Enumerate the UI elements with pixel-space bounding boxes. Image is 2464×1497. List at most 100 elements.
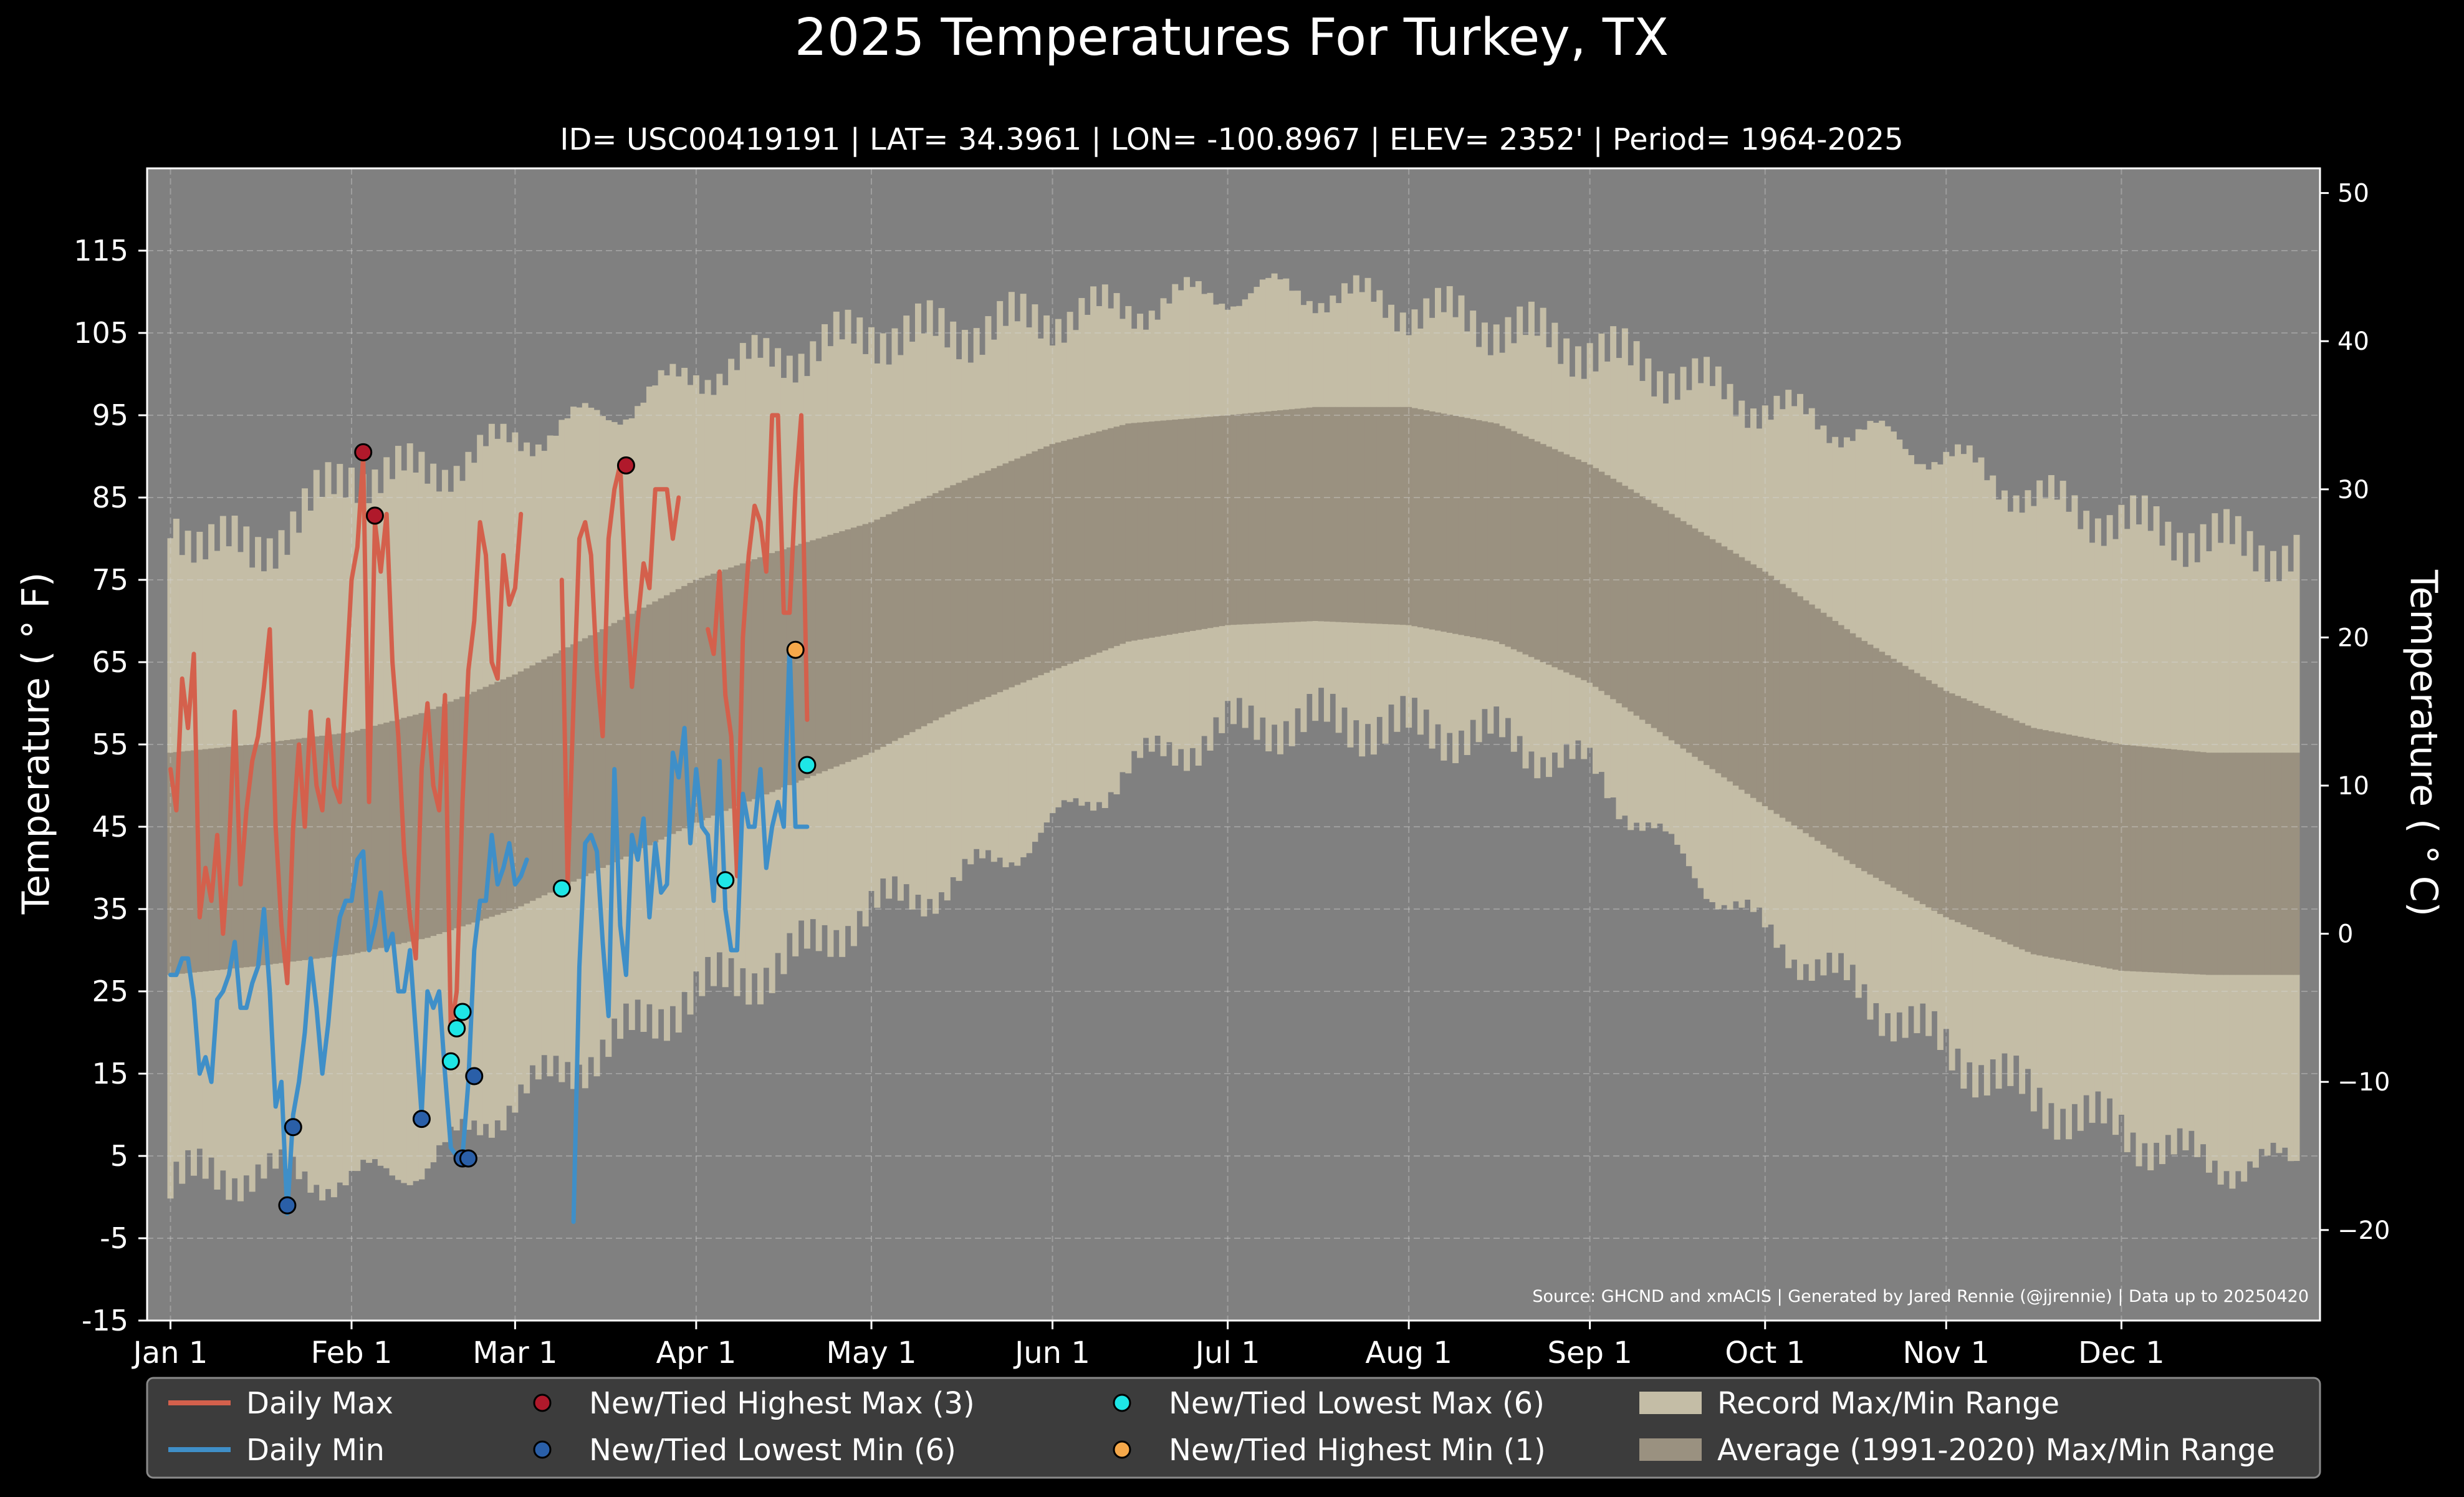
normal-range-bar — [2094, 739, 2101, 966]
normal-range-bar — [1744, 561, 1751, 794]
normal-range-bar — [1908, 669, 1915, 898]
normal-range-bar — [1931, 683, 1938, 911]
new-tied-highest-max-point — [616, 456, 635, 475]
normal-range-bar — [302, 738, 309, 960]
normal-range-bar — [658, 598, 664, 840]
normal-range-bar — [1399, 407, 1406, 625]
y-tick-label-left: -15 — [82, 1304, 128, 1337]
normal-range-bar — [2217, 753, 2224, 975]
normal-range-bar — [1575, 459, 1581, 678]
normal-range-bar — [2141, 746, 2148, 972]
normal-range-bar — [1318, 407, 1325, 622]
y-tick-label-right: −10 — [2337, 1068, 2390, 1097]
normal-range-bar — [202, 749, 209, 971]
new-tied-lowest-min-point — [412, 1110, 431, 1129]
normal-range-bar — [2112, 743, 2119, 970]
normal-range-bar — [710, 574, 717, 816]
normal-range-bar — [1937, 687, 1944, 914]
normal-range-bar — [2159, 748, 2165, 973]
new-tied-lowest-max-point — [552, 879, 571, 898]
legend-label-new-tied-lowest-max: New/Tied Lowest Max (6) — [1169, 1386, 1545, 1421]
normal-range-bar — [524, 668, 530, 904]
normal-range-bar — [1843, 629, 1850, 860]
normal-range-bar — [1838, 625, 1844, 857]
normal-range-bar — [1879, 652, 1886, 882]
normal-range-bar — [1166, 420, 1172, 635]
normal-range-bar — [2001, 715, 2008, 942]
normal-range-bar — [681, 585, 688, 829]
normal-range-bar — [1914, 673, 1920, 901]
new-tied-highest-min-point — [786, 640, 805, 659]
normal-range-bar — [880, 517, 886, 747]
normal-range-bar — [1224, 415, 1231, 625]
normal-range-bar — [1154, 421, 1161, 637]
normal-range-bar — [693, 580, 699, 823]
normal-range-bar — [1090, 433, 1097, 655]
normal-range-bar — [1277, 410, 1283, 623]
legend-label-new-tied-highest-min: New/Tied Highest Min (1) — [1169, 1433, 1546, 1468]
normal-range-bar — [1796, 596, 1803, 830]
x-tick-label: Aug 1 — [1365, 1336, 1452, 1370]
normal-range-bar — [1639, 496, 1646, 720]
normal-range-bar — [1078, 436, 1085, 660]
y-tick-label-right: 0 — [2337, 920, 2353, 949]
normal-range-bar — [822, 536, 828, 771]
normal-range-bar — [1919, 676, 1926, 905]
normal-range-bar — [1762, 571, 1768, 806]
normal-range-bar — [2165, 749, 2172, 973]
normal-range-bar — [1330, 407, 1336, 622]
normal-range-bar — [1341, 407, 1348, 623]
normal-range-bar — [1411, 408, 1418, 627]
normal-range-bar — [354, 730, 361, 953]
normal-range-bar — [605, 626, 612, 865]
normal-range-bar — [850, 527, 857, 760]
normal-range-bar — [395, 719, 401, 945]
normal-range-bar — [1978, 705, 1985, 932]
normal-range-bar — [646, 604, 653, 845]
normal-range-bar — [325, 734, 332, 958]
normal-range-bar — [973, 475, 980, 702]
legend-box — [146, 1377, 2321, 1479]
y-tick-label-right: 30 — [2337, 476, 2369, 504]
normal-range-bar — [1738, 557, 1745, 790]
normal-range-bar — [669, 592, 676, 834]
normal-range-bar — [430, 709, 437, 936]
legend-swatch-new-tied-lowest-min — [533, 1440, 552, 1459]
normal-range-bar — [1417, 409, 1424, 628]
normal-range-bar — [1534, 441, 1541, 660]
normal-range-bar — [1616, 482, 1623, 703]
normal-range-bar — [535, 662, 542, 898]
normal-range-bar — [932, 493, 939, 721]
normal-range-bar — [330, 734, 337, 957]
normal-range-bar — [1651, 503, 1657, 728]
normal-range-bar — [997, 466, 1004, 693]
normal-range-bar — [541, 659, 548, 895]
normal-range-bar — [2136, 746, 2142, 972]
normal-range-bar — [1645, 499, 1652, 724]
normal-range-bar — [413, 715, 419, 941]
normal-range-bar — [763, 555, 770, 795]
normal-range-bar — [1364, 407, 1371, 623]
normal-range-bar — [1288, 409, 1295, 622]
normal-range-bar — [734, 565, 741, 806]
normal-range-bar — [2030, 728, 2037, 955]
normal-range-bar — [1943, 691, 1950, 918]
normal-range-bar — [2147, 747, 2154, 973]
normal-range-bar — [874, 519, 881, 750]
normal-range-bar — [2229, 753, 2236, 975]
normal-range-bar — [1791, 592, 1798, 826]
normal-range-bar — [1119, 425, 1126, 644]
normal-range-bar — [623, 617, 630, 857]
normal-range-bar — [1072, 438, 1079, 662]
normal-range-bar — [1890, 658, 1897, 888]
legend-label-daily-min: Daily Min — [246, 1433, 385, 1468]
normal-range-bar — [266, 742, 273, 965]
y-tick-label-left: 15 — [92, 1057, 128, 1090]
normal-range-bar — [488, 684, 495, 917]
normal-range-bar — [1779, 584, 1786, 818]
normal-range-bar — [2276, 753, 2283, 975]
normal-range-bar — [699, 577, 706, 821]
normal-range-bar — [1505, 428, 1512, 647]
x-tick-label: Oct 1 — [1725, 1336, 1805, 1370]
